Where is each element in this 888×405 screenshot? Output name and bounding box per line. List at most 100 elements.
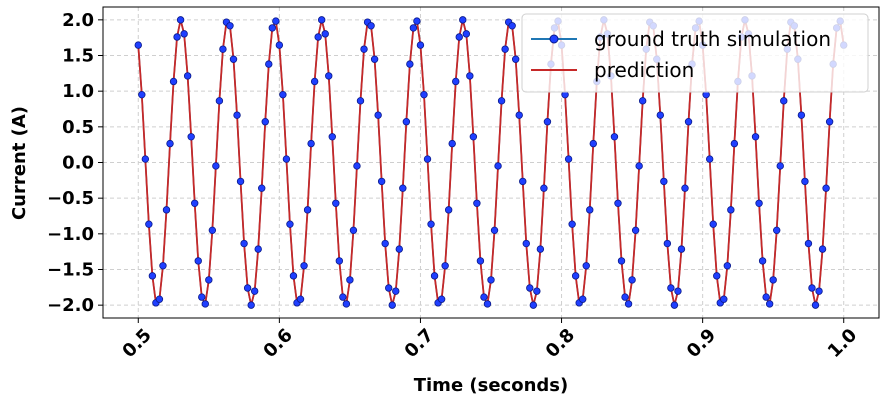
- legend-prediction-label: prediction: [594, 58, 694, 82]
- ground-truth-point: [399, 184, 407, 192]
- ground-truth-point: [282, 155, 291, 163]
- ground-truth-point: [416, 41, 425, 49]
- ground-truth-point: [497, 97, 506, 105]
- ground-truth-point: [430, 272, 439, 280]
- ground-truth-point: [758, 257, 767, 265]
- ground-truth-point: [452, 77, 460, 86]
- ground-truth-point: [243, 284, 252, 292]
- ground-truth-point: [201, 300, 209, 308]
- ground-truth-point: [568, 220, 576, 228]
- ground-truth-point: [212, 162, 220, 170]
- ground-truth-point: [727, 206, 735, 214]
- ground-truth-point: [448, 139, 456, 148]
- ground-truth-point: [462, 30, 471, 38]
- y-tick-label: −0.5: [47, 188, 94, 209]
- ground-truth-point: [483, 300, 492, 308]
- ground-truth-point: [423, 155, 432, 163]
- ground-truth-point: [614, 199, 622, 207]
- ground-truth-point: [480, 293, 488, 301]
- ground-truth-point: [247, 301, 255, 309]
- ground-truth-point: [339, 293, 347, 301]
- ground-truth-point: [663, 239, 672, 248]
- ground-truth-point: [349, 226, 358, 235]
- ground-truth-point: [261, 117, 269, 126]
- ground-truth-point: [656, 111, 665, 119]
- ground-truth-point: [466, 72, 474, 80]
- ground-truth-point: [279, 90, 287, 99]
- ground-truth-point: [751, 133, 760, 141]
- ground-truth-point: [815, 287, 823, 295]
- ground-truth-point: [776, 162, 784, 170]
- ground-truth-point: [169, 77, 178, 86]
- y-tick-label: 1.5: [62, 46, 94, 67]
- ground-truth-point: [332, 199, 340, 207]
- ground-truth-point: [254, 245, 262, 253]
- legend: ground truth simulation prediction: [521, 13, 869, 93]
- y-tick-label: 2.0: [62, 10, 94, 31]
- ground-truth-point: [808, 284, 816, 292]
- ground-truth-point: [159, 262, 167, 270]
- ground-truth-point: [797, 111, 806, 119]
- ground-truth-point: [395, 245, 403, 253]
- grid: [103, 7, 879, 318]
- ground-truth-point: [377, 177, 386, 186]
- ground-truth-point: [402, 117, 411, 126]
- y-tick-label: 1.0: [62, 81, 94, 102]
- ground-truth-point: [286, 220, 294, 228]
- ground-truth-point: [268, 24, 277, 32]
- ground-truth-point: [533, 287, 541, 295]
- y-axis-label: Current (A): [9, 106, 30, 220]
- ground-truth-point: [420, 90, 428, 99]
- ground-truth-point: [705, 155, 714, 163]
- ground-truth-point: [476, 257, 485, 265]
- ground-truth-point: [289, 272, 298, 280]
- ground-truth-point: [194, 257, 202, 265]
- ground-truth-point: [543, 117, 552, 126]
- y-tick-label: −1.5: [47, 259, 94, 280]
- ground-truth-point: [624, 300, 633, 308]
- ground-truth-point: [822, 184, 830, 192]
- ground-truth-point: [300, 262, 308, 270]
- ground-truth-point: [141, 155, 150, 163]
- y-tick-label: 0.0: [62, 153, 94, 174]
- ground-truth-point: [773, 226, 781, 235]
- ground-truth-point: [240, 239, 248, 248]
- ground-truth-point: [681, 184, 689, 192]
- ground-truth-point: [328, 133, 336, 141]
- ground-truth-point: [208, 226, 217, 235]
- x-tick-label: 0.8: [542, 325, 579, 362]
- ground-truth-point: [427, 220, 435, 228]
- legend-truth-label: ground truth simulation: [594, 27, 831, 51]
- ground-truth-point: [265, 60, 273, 68]
- ground-truth-point: [586, 206, 594, 214]
- ground-truth-point: [166, 139, 174, 148]
- ground-truth-point: [589, 139, 597, 148]
- ground-truth-point: [258, 184, 266, 192]
- ground-truth-point: [709, 220, 717, 228]
- ground-truth-point: [219, 45, 227, 53]
- ground-truth-point: [536, 245, 545, 253]
- ground-truth-point: [272, 17, 280, 25]
- ground-truth-point: [346, 276, 354, 284]
- ground-truth-point: [187, 133, 195, 141]
- ground-truth-point: [511, 55, 520, 63]
- ground-truth-point: [191, 199, 199, 207]
- ground-truth-point: [684, 117, 693, 126]
- ground-truth-point: [180, 30, 188, 38]
- x-tick-label: 0.9: [683, 325, 720, 362]
- y-tick-label: 0.5: [62, 117, 94, 138]
- ground-truth-point: [455, 33, 463, 41]
- ground-truth-point: [631, 226, 640, 235]
- y-tick-label: −2.0: [47, 295, 94, 316]
- ground-truth-point: [367, 22, 375, 30]
- ground-truth-point: [469, 133, 478, 141]
- ground-truth-point: [621, 293, 629, 301]
- ground-truth-point: [145, 220, 153, 228]
- ground-truth-point: [459, 16, 467, 24]
- ground-truth-point: [162, 206, 171, 214]
- ground-truth-point: [385, 284, 393, 292]
- ground-truth-point: [236, 177, 245, 186]
- ground-truth-point: [229, 55, 238, 63]
- ground-truth-point: [579, 295, 587, 303]
